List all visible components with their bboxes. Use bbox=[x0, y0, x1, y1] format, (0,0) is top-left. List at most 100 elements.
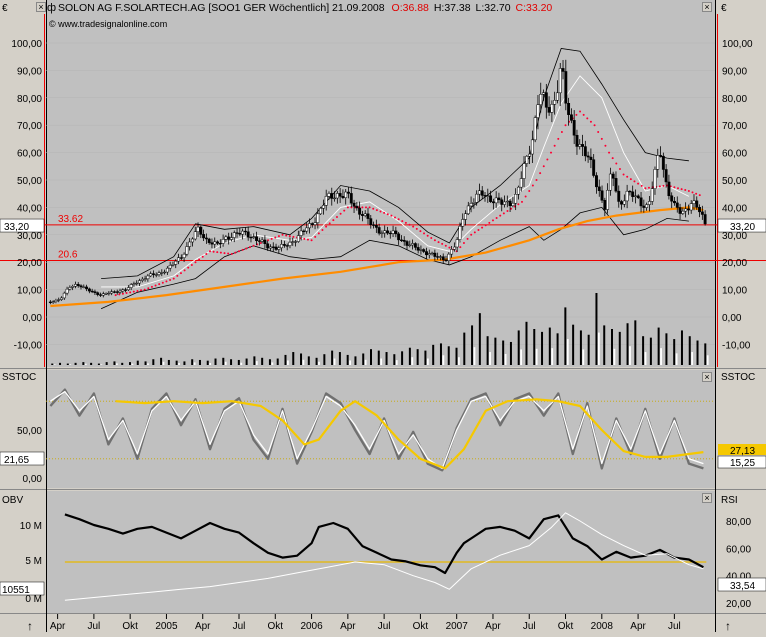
candle-body bbox=[441, 256, 445, 261]
candle-body bbox=[65, 288, 69, 294]
volume-bar-white bbox=[240, 362, 243, 365]
psar-dot bbox=[241, 248, 244, 251]
x-tick-label: Jul bbox=[87, 621, 100, 632]
psar-dot bbox=[426, 234, 429, 237]
arrow-up-left-icon[interactable]: ↑ bbox=[27, 619, 33, 633]
x-tick-label: Jul bbox=[668, 621, 681, 632]
psar-dot bbox=[132, 290, 135, 293]
candle-body bbox=[163, 271, 167, 274]
close-icon: × bbox=[704, 2, 710, 12]
price-ytick-right: 20,00 bbox=[722, 258, 747, 269]
header-line: SOLON AG F.SOLARTECH.AG [SOO1 GER Wöchen… bbox=[58, 2, 552, 14]
last-price-left: 33,20 bbox=[4, 222, 29, 233]
psar-dot bbox=[165, 280, 168, 283]
volume-bar bbox=[51, 363, 54, 365]
candle-body bbox=[475, 193, 479, 203]
candle-body bbox=[444, 259, 448, 261]
last-price-box-left bbox=[0, 218, 45, 233]
candle-body bbox=[564, 71, 568, 104]
candle-body bbox=[678, 207, 682, 214]
candle-body bbox=[330, 193, 334, 199]
volume-bar bbox=[665, 333, 668, 365]
volume-bar-white bbox=[644, 352, 647, 365]
candle-body bbox=[104, 293, 108, 295]
volume-bar bbox=[346, 354, 349, 365]
candle-body bbox=[700, 211, 704, 215]
volume-bar-white bbox=[675, 353, 678, 365]
volume-bar-white bbox=[53, 364, 56, 365]
candle-body bbox=[62, 292, 66, 299]
psar-dot bbox=[698, 194, 701, 197]
volume-bar bbox=[152, 359, 155, 365]
volume-bar bbox=[105, 362, 108, 365]
candle-body bbox=[333, 197, 337, 200]
psar-dot bbox=[546, 158, 549, 161]
candle-body bbox=[308, 223, 311, 229]
psar-dot bbox=[600, 137, 603, 140]
candle-body bbox=[73, 284, 77, 287]
close-stoch-panel-button[interactable]: × bbox=[702, 372, 712, 382]
candle-body bbox=[369, 218, 373, 225]
candle-body bbox=[450, 249, 454, 255]
volume-bar bbox=[611, 329, 614, 365]
volume-bar bbox=[587, 334, 590, 365]
price-ytick-left: 30,00 bbox=[17, 231, 42, 242]
psar-dot bbox=[230, 252, 233, 255]
price-ytick-right: 0,00 bbox=[722, 313, 742, 324]
candle-body bbox=[277, 247, 281, 250]
volume-bar bbox=[237, 359, 240, 365]
volume-bar bbox=[649, 337, 652, 365]
candle-body bbox=[260, 239, 264, 242]
candle-body bbox=[388, 232, 392, 235]
arrow-up-right-icon[interactable]: ↑ bbox=[725, 619, 731, 633]
volume-bars bbox=[51, 293, 709, 365]
candle-body bbox=[542, 92, 545, 95]
candle-body bbox=[394, 230, 398, 235]
candle-body bbox=[280, 244, 284, 249]
psar-dot bbox=[317, 232, 320, 235]
volume-bar-white bbox=[349, 360, 351, 365]
candle-body bbox=[291, 241, 295, 243]
candle-body bbox=[243, 230, 247, 233]
x-tick-label: 2008 bbox=[591, 621, 614, 632]
psar-dot bbox=[687, 189, 690, 192]
volume-bar bbox=[680, 330, 683, 365]
x-tick-label: 2007 bbox=[446, 621, 469, 632]
volume-bar bbox=[198, 359, 201, 365]
candle-body bbox=[112, 291, 116, 293]
psar-dot bbox=[121, 292, 124, 295]
candle-body bbox=[363, 213, 367, 216]
candle-body bbox=[107, 292, 111, 295]
candle-body bbox=[547, 107, 551, 113]
psar-dot bbox=[491, 219, 494, 222]
candle-body bbox=[386, 230, 389, 234]
volume-bar bbox=[222, 357, 225, 365]
volume-bar bbox=[183, 361, 186, 365]
candle-body bbox=[645, 204, 649, 208]
copyright-text: © www.tradesignalonline.com bbox=[49, 19, 167, 29]
volume-bar bbox=[626, 323, 629, 365]
candle-body bbox=[207, 238, 211, 243]
psar-dot bbox=[622, 173, 625, 176]
candle-body bbox=[224, 236, 228, 240]
psar-dot bbox=[194, 261, 197, 264]
candle-body bbox=[436, 256, 440, 258]
psar-dot bbox=[499, 214, 502, 217]
close-obv-panel-button[interactable]: × bbox=[702, 493, 712, 503]
obv-last-value: 10551 bbox=[2, 585, 30, 596]
psar-dot bbox=[415, 227, 418, 230]
psar-dot bbox=[306, 238, 309, 241]
psar-dot bbox=[201, 255, 204, 258]
candle-body bbox=[656, 155, 660, 170]
volume-bar bbox=[90, 362, 93, 365]
psar-dot bbox=[484, 224, 487, 227]
psar-dot bbox=[176, 274, 179, 277]
candle-body bbox=[628, 190, 632, 193]
psar-dot bbox=[136, 289, 139, 292]
close-price-panel-button[interactable]: × bbox=[36, 2, 46, 12]
close-price-panel-right-button[interactable]: × bbox=[702, 2, 712, 12]
psar-dot bbox=[212, 250, 215, 253]
volume-bar bbox=[292, 352, 295, 365]
rsi-title: RSI bbox=[721, 495, 738, 506]
candle-body bbox=[452, 246, 456, 250]
